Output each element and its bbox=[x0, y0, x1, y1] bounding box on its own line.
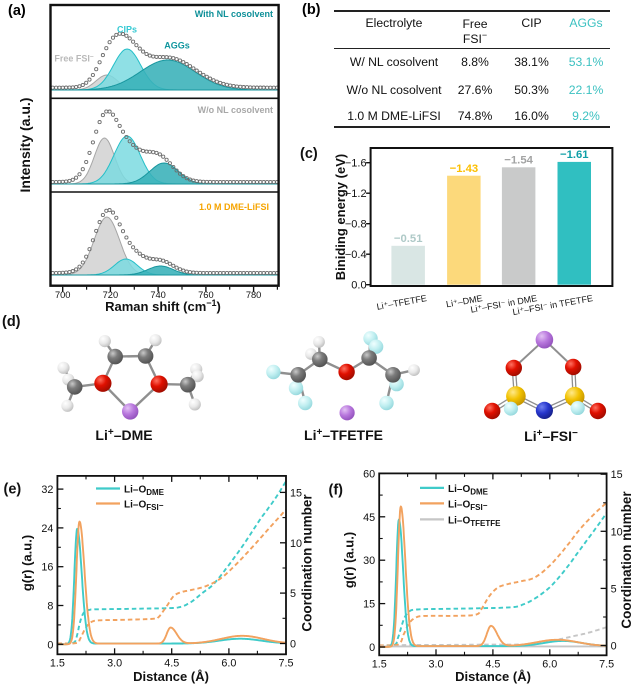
svg-text:Coordination number: Coordination number bbox=[619, 491, 634, 629]
svg-text:10: 10 bbox=[611, 526, 623, 538]
svg-text:0: 0 bbox=[47, 639, 53, 651]
svg-text:780: 780 bbox=[246, 290, 262, 300]
svg-text:Free FSI−: Free FSI− bbox=[54, 53, 94, 64]
svg-text:W/o NL cosolvent: W/o NL cosolvent bbox=[198, 105, 273, 115]
svg-text:Li–OFSI−: Li–OFSI− bbox=[448, 499, 488, 512]
svg-text:7.5: 7.5 bbox=[599, 659, 614, 671]
svg-text:30: 30 bbox=[363, 555, 375, 567]
svg-text:5: 5 bbox=[290, 588, 296, 600]
svg-text:0: 0 bbox=[369, 642, 375, 654]
svg-text:Distance (Å): Distance (Å) bbox=[133, 669, 209, 684]
svg-text:−1.43: −1.43 bbox=[450, 163, 479, 175]
svg-text:15: 15 bbox=[363, 599, 375, 611]
svg-text:AGGs: AGGs bbox=[164, 41, 190, 51]
svg-text:16: 16 bbox=[41, 562, 53, 574]
svg-text:720: 720 bbox=[103, 290, 119, 300]
svg-text:6.0: 6.0 bbox=[542, 659, 557, 671]
svg-text:3.0: 3.0 bbox=[107, 658, 122, 670]
svg-text:1.0 M DME-LiFSI: 1.0 M DME-LiFSI bbox=[199, 202, 269, 212]
svg-text:4.5: 4.5 bbox=[485, 659, 500, 671]
svg-text:With NL cosolvent: With NL cosolvent bbox=[195, 9, 273, 19]
svg-text:CIPs: CIPs bbox=[117, 25, 137, 35]
svg-text:Distance (Å): Distance (Å) bbox=[455, 669, 531, 684]
svg-text:1.5: 1.5 bbox=[50, 658, 65, 670]
svg-text:(d): (d) bbox=[2, 314, 21, 330]
svg-text:Li–OFSI−: Li–OFSI− bbox=[124, 500, 164, 513]
svg-text:15: 15 bbox=[290, 487, 302, 499]
svg-text:8: 8 bbox=[47, 601, 53, 613]
svg-text:15: 15 bbox=[611, 469, 623, 481]
svg-text:−1.61: −1.61 bbox=[560, 149, 589, 161]
svg-text:760: 760 bbox=[198, 290, 214, 300]
svg-text:5: 5 bbox=[611, 583, 617, 595]
svg-text:(c): (c) bbox=[300, 146, 318, 162]
svg-text:−1.2: −1.2 bbox=[345, 188, 367, 200]
svg-text:Li+–TFETFE: Li+–TFETFE bbox=[304, 427, 383, 444]
svg-text:1.5: 1.5 bbox=[372, 659, 387, 671]
svg-text:6.0: 6.0 bbox=[221, 658, 236, 670]
svg-text:Raman shift (cm−1): Raman shift (cm−1) bbox=[105, 298, 221, 314]
svg-text:(e): (e) bbox=[4, 482, 22, 498]
svg-text:60: 60 bbox=[363, 468, 375, 480]
svg-text:700: 700 bbox=[55, 290, 71, 300]
svg-text:10: 10 bbox=[290, 538, 302, 550]
svg-text:Coordination number: Coordination number bbox=[300, 494, 315, 632]
svg-text:Intensity (a.u.): Intensity (a.u.) bbox=[17, 98, 33, 193]
svg-text:3.0: 3.0 bbox=[428, 659, 443, 671]
svg-text:32: 32 bbox=[41, 484, 53, 496]
svg-text:0: 0 bbox=[611, 641, 617, 653]
svg-text:0: 0 bbox=[290, 639, 296, 651]
svg-text:(f): (f) bbox=[329, 483, 344, 499]
svg-text:−0.51: −0.51 bbox=[394, 233, 423, 245]
svg-text:−1.54: −1.54 bbox=[504, 155, 533, 167]
svg-text:−0.8: −0.8 bbox=[345, 219, 367, 231]
svg-text:4.5: 4.5 bbox=[164, 658, 179, 670]
svg-text:g(r) (a.u.): g(r) (a.u.) bbox=[341, 532, 356, 588]
svg-text:Li–OTFETFE: Li–OTFETFE bbox=[448, 515, 501, 528]
svg-text:Li–ODME: Li–ODME bbox=[124, 485, 165, 498]
svg-text:740: 740 bbox=[150, 290, 166, 300]
svg-text:Biniding energy (eV): Biniding energy (eV) bbox=[333, 154, 348, 280]
svg-text:−1.6: −1.6 bbox=[345, 158, 367, 170]
svg-text:7.5: 7.5 bbox=[278, 658, 293, 670]
svg-text:24: 24 bbox=[41, 523, 53, 535]
svg-text:45: 45 bbox=[363, 512, 375, 524]
svg-text:−0.4: −0.4 bbox=[345, 249, 367, 261]
svg-text:Li–ODME: Li–ODME bbox=[448, 484, 489, 497]
svg-text:g(r) (a.u.): g(r) (a.u.) bbox=[20, 535, 35, 591]
svg-text:0.0: 0.0 bbox=[351, 280, 366, 292]
